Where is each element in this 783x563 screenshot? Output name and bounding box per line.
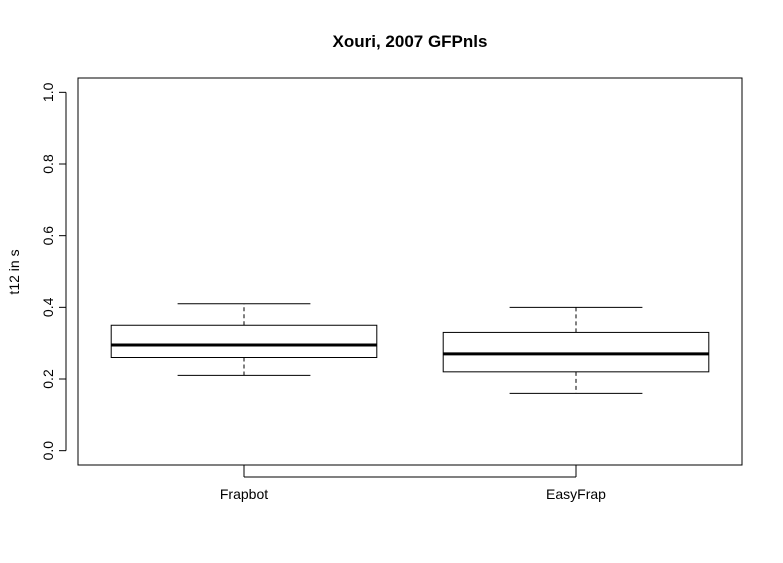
y-tick-label: 0.6 <box>40 226 56 246</box>
plot-frame <box>77 77 743 466</box>
iqr-box <box>442 331 710 373</box>
box-frapbot <box>110 303 378 376</box>
y-axis-label: t12 in s <box>6 249 22 294</box>
y-tick-label: 0.2 <box>40 369 56 389</box>
chart-title: Xouri, 2007 GFPnls <box>333 32 488 51</box>
boxes-layer <box>110 303 710 394</box>
box-easyfrap <box>442 306 710 394</box>
y-axis: 0.0 0.2 0.4 0.6 0.8 1.0 <box>40 82 67 461</box>
x-tick-label: EasyFrap <box>546 486 606 502</box>
y-tick-label: 0.8 <box>40 154 56 174</box>
y-tick-label: 0.0 <box>40 441 56 461</box>
y-tick-label: 0.4 <box>40 297 56 317</box>
x-axis: Frapbot EasyFrap <box>220 465 606 502</box>
y-tick-label: 1.0 <box>40 82 56 102</box>
x-tick-label: Frapbot <box>220 486 268 502</box>
iqr-box <box>110 324 378 358</box>
